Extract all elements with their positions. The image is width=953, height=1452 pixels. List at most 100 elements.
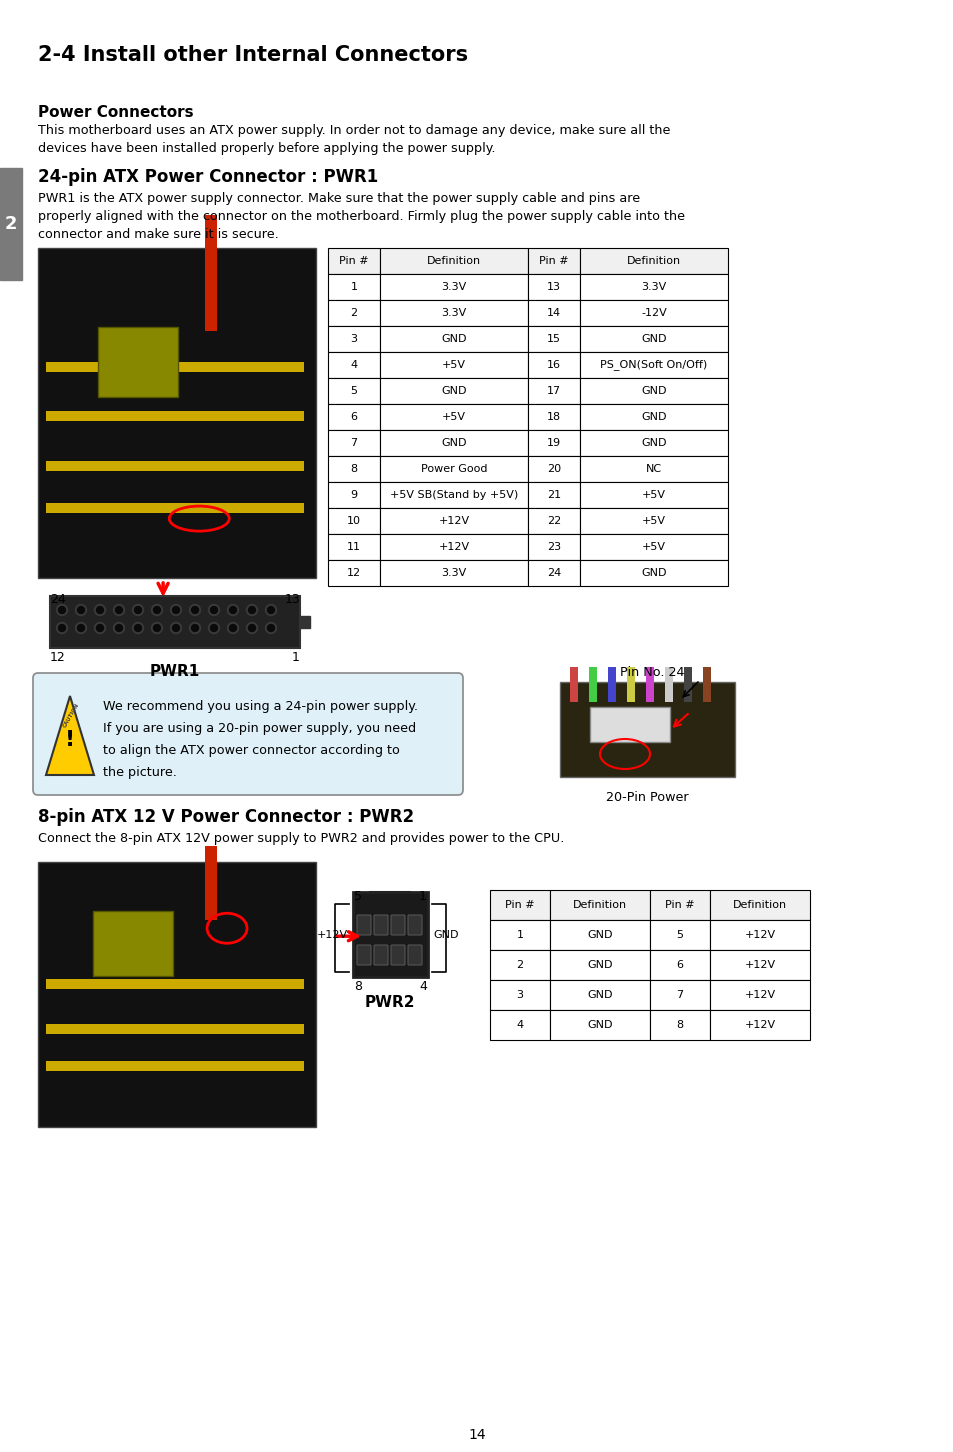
Text: 3.3V: 3.3V — [441, 568, 466, 578]
Text: 14: 14 — [468, 1427, 485, 1442]
Bar — [46, 1024, 304, 1034]
Bar — [626, 666, 635, 701]
Bar — [379, 456, 527, 482]
Text: Definition: Definition — [427, 256, 480, 266]
Circle shape — [209, 623, 219, 633]
Text: 17: 17 — [546, 386, 560, 396]
FancyBboxPatch shape — [33, 672, 462, 796]
Text: 20: 20 — [546, 465, 560, 473]
Circle shape — [153, 607, 160, 614]
Text: GND: GND — [640, 334, 666, 344]
Bar — [328, 508, 379, 534]
Text: GND: GND — [640, 568, 666, 578]
Text: Definition: Definition — [626, 256, 680, 266]
Text: GND: GND — [587, 1019, 612, 1029]
Circle shape — [267, 624, 274, 632]
Text: +12V: +12V — [316, 929, 348, 939]
Bar — [550, 1011, 649, 1040]
Text: 12: 12 — [347, 568, 360, 578]
Bar — [527, 456, 579, 482]
Text: Pin #: Pin # — [664, 900, 694, 910]
Circle shape — [192, 607, 198, 614]
Bar — [709, 1011, 809, 1040]
Text: PWR1 is the ATX power supply connector. Make sure that the power supply cable an: PWR1 is the ATX power supply connector. … — [38, 192, 639, 205]
Text: +12V: +12V — [438, 542, 469, 552]
Circle shape — [267, 607, 274, 614]
Bar — [328, 404, 379, 430]
Bar — [527, 378, 579, 404]
Bar — [490, 921, 550, 950]
Text: 5: 5 — [354, 890, 361, 903]
Circle shape — [190, 604, 200, 616]
Text: Definition: Definition — [732, 900, 786, 910]
FancyBboxPatch shape — [374, 945, 388, 966]
Bar — [379, 560, 527, 587]
Bar — [98, 327, 178, 396]
Text: 24-pin ATX Power Connector : PWR1: 24-pin ATX Power Connector : PWR1 — [38, 168, 377, 186]
Text: 3: 3 — [350, 334, 357, 344]
Circle shape — [153, 624, 160, 632]
Bar — [92, 910, 172, 976]
Circle shape — [248, 624, 255, 632]
Bar — [328, 560, 379, 587]
Bar — [46, 1061, 304, 1072]
Bar — [645, 666, 654, 701]
Text: 2: 2 — [350, 308, 357, 318]
Text: GND: GND — [441, 439, 466, 449]
Text: GND: GND — [441, 386, 466, 396]
Bar — [328, 456, 379, 482]
Bar — [328, 534, 379, 560]
Circle shape — [192, 624, 198, 632]
Text: PWR1: PWR1 — [150, 664, 200, 680]
Circle shape — [152, 604, 162, 616]
Text: +12V: +12V — [743, 960, 775, 970]
Bar — [579, 534, 727, 560]
Bar — [579, 430, 727, 456]
FancyBboxPatch shape — [356, 915, 371, 935]
Bar — [589, 707, 669, 742]
Bar — [379, 301, 527, 327]
Bar — [527, 274, 579, 301]
Text: 2: 2 — [5, 215, 17, 232]
Bar — [328, 327, 379, 351]
Circle shape — [115, 607, 122, 614]
Bar — [50, 595, 299, 648]
Circle shape — [230, 624, 236, 632]
Bar — [569, 666, 578, 701]
Bar — [353, 892, 428, 977]
Circle shape — [58, 607, 66, 614]
Text: 2-4 Install other Internal Connectors: 2-4 Install other Internal Connectors — [38, 45, 468, 65]
Text: 23: 23 — [546, 542, 560, 552]
Circle shape — [265, 604, 276, 616]
Text: 11: 11 — [347, 542, 360, 552]
Bar — [579, 560, 727, 587]
Text: 3: 3 — [516, 990, 523, 1000]
Text: 1: 1 — [292, 650, 299, 664]
Bar — [550, 890, 649, 921]
FancyBboxPatch shape — [356, 945, 371, 966]
Bar — [649, 980, 709, 1011]
Circle shape — [75, 604, 87, 616]
Circle shape — [113, 623, 125, 633]
Text: 7: 7 — [676, 990, 683, 1000]
Text: 21: 21 — [546, 489, 560, 499]
Bar — [527, 482, 579, 508]
Bar — [579, 301, 727, 327]
FancyBboxPatch shape — [408, 915, 421, 935]
Bar — [709, 921, 809, 950]
Text: 10: 10 — [347, 515, 360, 526]
Bar — [579, 248, 727, 274]
Circle shape — [132, 604, 143, 616]
Bar — [683, 666, 691, 701]
Circle shape — [132, 623, 143, 633]
Text: the picture.: the picture. — [103, 767, 176, 780]
Bar — [579, 482, 727, 508]
Bar — [607, 666, 616, 701]
Text: GND: GND — [587, 929, 612, 939]
Circle shape — [152, 623, 162, 633]
Bar — [328, 378, 379, 404]
Bar — [38, 862, 315, 1127]
Text: to align the ATX power connector according to: to align the ATX power connector accordi… — [103, 743, 399, 756]
Text: GND: GND — [640, 439, 666, 449]
Text: 3.3V: 3.3V — [640, 282, 666, 292]
